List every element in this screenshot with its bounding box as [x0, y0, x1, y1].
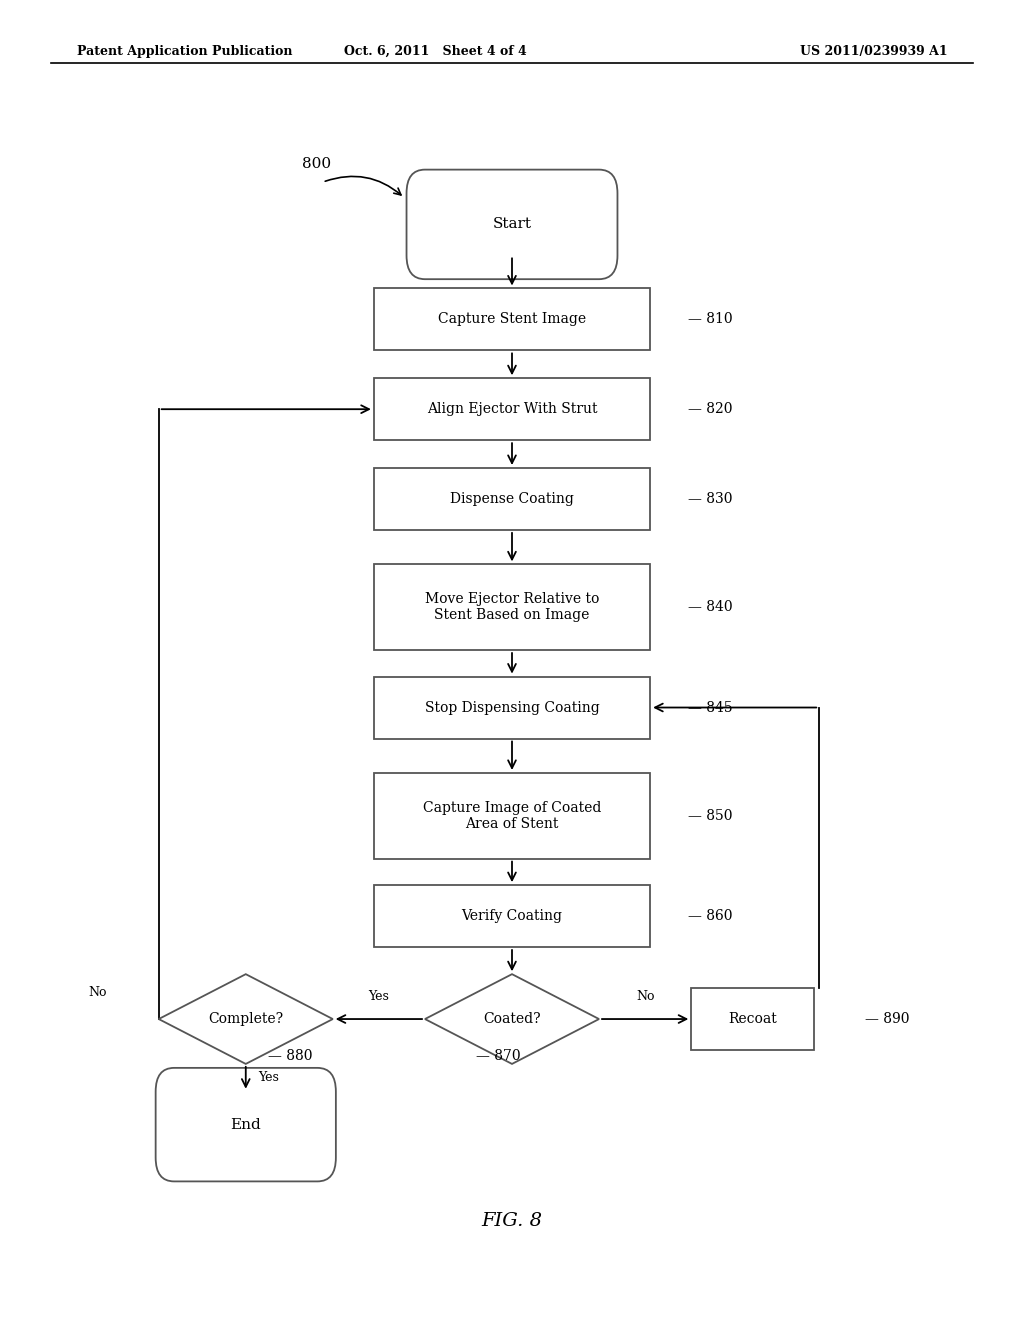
Text: — 820: — 820 — [688, 403, 732, 416]
Text: — 860: — 860 — [688, 909, 732, 923]
Text: — 845: — 845 — [688, 701, 733, 714]
Text: — 840: — 840 — [688, 601, 733, 614]
Text: — 830: — 830 — [688, 492, 732, 506]
Polygon shape — [425, 974, 599, 1064]
Text: Yes: Yes — [369, 990, 389, 1003]
Text: Recoat: Recoat — [728, 1012, 777, 1026]
Text: US 2011/0239939 A1: US 2011/0239939 A1 — [800, 45, 947, 58]
Text: End: End — [230, 1118, 261, 1131]
Text: Complete?: Complete? — [208, 1012, 284, 1026]
Text: Capture Image of Coated
Area of Stent: Capture Image of Coated Area of Stent — [423, 801, 601, 830]
Text: — 880: — 880 — [268, 1049, 312, 1064]
Text: Move Ejector Relative to
Stent Based on Image: Move Ejector Relative to Stent Based on … — [425, 593, 599, 622]
Text: FIG. 8: FIG. 8 — [481, 1212, 543, 1230]
Bar — [374, 288, 650, 350]
Text: Oct. 6, 2011   Sheet 4 of 4: Oct. 6, 2011 Sheet 4 of 4 — [344, 45, 526, 58]
Bar — [374, 565, 650, 649]
Bar — [374, 774, 650, 858]
Bar — [374, 886, 650, 948]
FancyBboxPatch shape — [407, 170, 617, 280]
Bar — [374, 676, 650, 739]
Text: No: No — [636, 990, 654, 1003]
Text: Start: Start — [493, 218, 531, 231]
Text: Verify Coating: Verify Coating — [462, 909, 562, 923]
Text: Stop Dispensing Coating: Stop Dispensing Coating — [425, 701, 599, 714]
Text: Align Ejector With Strut: Align Ejector With Strut — [427, 403, 597, 416]
Bar — [374, 378, 650, 441]
Bar — [691, 987, 814, 1051]
Text: Dispense Coating: Dispense Coating — [451, 492, 573, 506]
FancyArrowPatch shape — [326, 177, 401, 195]
Text: — 850: — 850 — [688, 809, 732, 822]
Polygon shape — [159, 974, 333, 1064]
Text: Coated?: Coated? — [483, 1012, 541, 1026]
Text: — 890: — 890 — [865, 1012, 909, 1026]
FancyBboxPatch shape — [156, 1068, 336, 1181]
Text: — 810: — 810 — [688, 313, 733, 326]
Text: 800: 800 — [302, 157, 331, 170]
Text: Patent Application Publication: Patent Application Publication — [77, 45, 292, 58]
Text: — 870: — 870 — [476, 1049, 521, 1064]
Text: No: No — [88, 986, 106, 999]
Text: Yes: Yes — [258, 1072, 279, 1084]
Text: Capture Stent Image: Capture Stent Image — [438, 313, 586, 326]
Bar — [374, 467, 650, 529]
